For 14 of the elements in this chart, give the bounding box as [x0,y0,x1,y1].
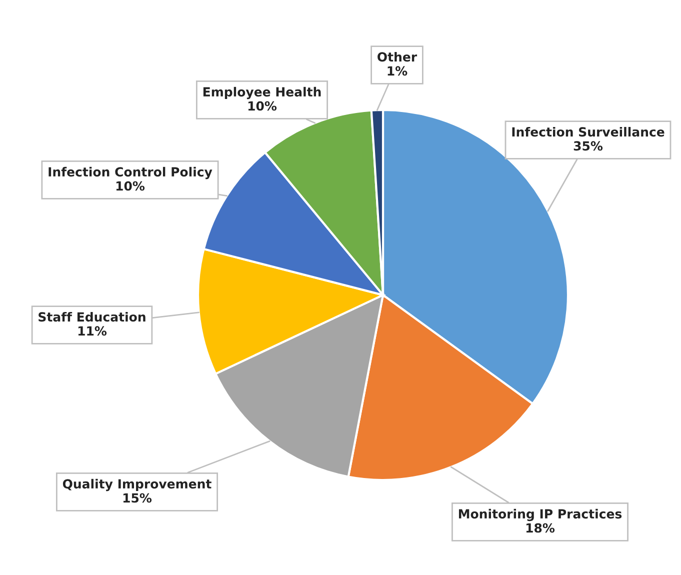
data-label: 10% [116,181,145,191]
data-label: 35% [574,141,603,151]
slice-label: Infection Control Policy [48,166,212,180]
data-label: 15% [123,493,152,503]
data-label: 10% [248,101,277,111]
slice-label: Infection Surveillance [512,126,664,137]
data-label: 1% [388,66,408,76]
data-label: 18% [526,523,555,533]
slice-label: Monitoring IP Practices [458,508,622,522]
slice-label: Other [378,52,418,62]
slice-label: Quality Improvement [62,478,212,492]
slice-label: Staff Education [38,312,146,322]
slice-label: Employee Health [203,86,321,100]
data-label: 11% [78,326,107,336]
